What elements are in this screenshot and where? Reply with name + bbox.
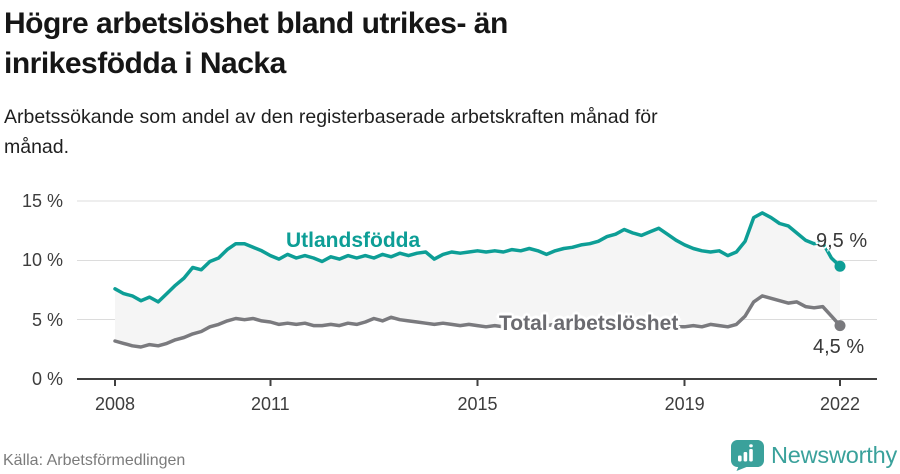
subtitle-line-1: Arbetssökande som andel av den registerb… — [4, 106, 658, 128]
end-value-label-total: 4,5 % — [813, 336, 865, 358]
page-title: Högre arbetslöshet bland utrikes- än inr… — [4, 4, 764, 84]
series-line-total — [113, 294, 842, 349]
end-value-label-utlandsfodda: 9,5 % — [816, 230, 868, 252]
subtitle-line-2: månad. — [4, 136, 70, 158]
y-axis-tick-label: 5 % — [31, 309, 63, 330]
title-line-2: inrikesfödda i Nacka — [4, 47, 286, 80]
chart-subtitle: Arbetssökande som andel av den registerb… — [4, 102, 844, 162]
y-axis-tick-label: 0 % — [31, 369, 63, 389]
end-dot-utlandsfodda — [834, 260, 846, 272]
newsworthy-wordmark: Newsworthy — [771, 441, 897, 468]
band-between-series — [115, 212, 840, 347]
title-line-1: Högre arbetslöshet bland utrikes- än — [4, 7, 508, 40]
x-axis-tick-label: 2011 — [250, 394, 290, 414]
end-dot-total — [834, 320, 846, 332]
y-axis-tick-label: 10 % — [21, 250, 63, 271]
y-axis-tick-label: 15 % — [21, 190, 63, 211]
x-axis-tick-label: 2015 — [457, 394, 498, 414]
x-axis-tick-label: 2008 — [94, 394, 136, 414]
series-line-utlandsfodda — [113, 211, 842, 304]
series-label-utlandsfodda: Utlandsfödda — [286, 229, 421, 252]
x-axis-tick-label: 2022 — [819, 394, 861, 414]
y-axis: 15 % 10 % 5 % 0 % — [0, 0, 63, 474]
source-note: Källa: Arbetsförmedlingen — [3, 452, 186, 469]
bar-chart-pin-icon — [731, 439, 765, 471]
x-axis-tick-label: 2019 — [664, 394, 705, 414]
newsworthy-logo: Newsworthy — [731, 439, 897, 471]
series-label-total-arbetsloshet: Total arbetslöshet — [499, 312, 679, 335]
